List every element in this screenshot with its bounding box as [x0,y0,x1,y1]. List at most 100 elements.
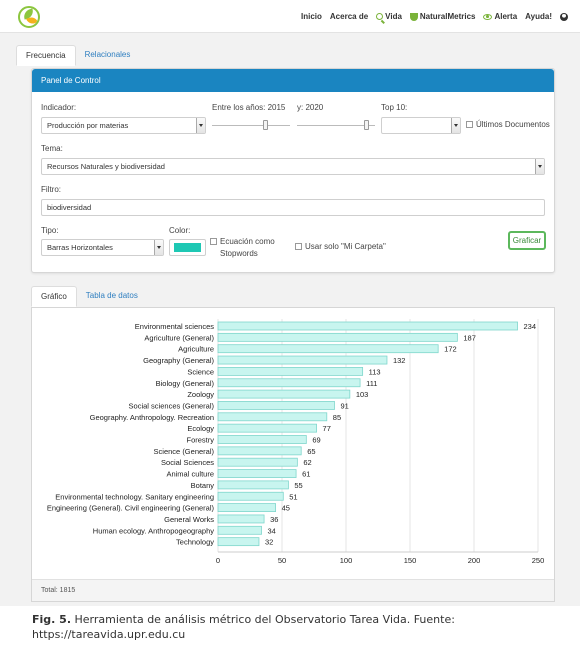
filtro-label: Filtro: [41,185,61,194]
value-label-15: 51 [289,492,297,501]
top10-label: Top 10: [381,103,408,112]
total-count: Total: 1815 [32,579,554,601]
year-end-handle[interactable] [364,120,369,130]
category-label-0: Environmental sciences [135,322,214,331]
tema-select[interactable]: Recursos Naturales y biodiversidad [41,158,545,175]
bar-14 [217,480,289,490]
ecuacion-label: Ecuación como [220,237,275,246]
x-tick-label-1: 50 [278,556,286,565]
category-label-18: Human ecology. Anthropogeography [93,526,214,535]
nav-inicio[interactable]: Inicio [301,12,322,21]
value-label-1: 187 [463,333,476,342]
bar-2 [217,344,439,354]
category-label-10: Forestry [186,436,214,445]
app-window: Inicio Acerca de Vida NaturalMetrics Ale… [0,0,580,606]
bar-9 [217,423,317,433]
tab-relacionales[interactable]: Relacionales [84,50,131,59]
year-end-slider[interactable] [297,120,375,130]
ultimos-documentos-checkbox[interactable] [466,121,473,128]
tab-grafico[interactable]: Gráfico [31,286,77,307]
category-label-7: Social sciences (General) [129,401,215,410]
bar-13 [217,469,297,478]
color-swatch [174,243,201,252]
control-panel-title: Panel de Control [32,69,554,92]
bar-16 [217,503,276,513]
stopwords-label: Stopwords [220,249,258,258]
category-label-8: Geography. Anthropology. Recreation [90,413,214,422]
chart-panel: Environmental sciences 234 Agriculture (Ge… [31,307,555,602]
bar-chart: Environmental sciences 234 Agriculture (Ge… [47,319,545,565]
ultimos-documentos-label: Últimos Documentos [476,120,550,129]
category-label-15: Environmental technology. Sanitary engin… [55,492,214,501]
tab-frecuencia[interactable]: Frecuencia [16,45,76,66]
category-label-9: Ecology [187,424,214,433]
category-label-16: Engineering (General). Civil engineering… [47,504,215,513]
indicador-select[interactable]: Producción por materias [41,117,206,134]
search-icon [376,13,384,20]
bar-15 [217,491,284,501]
figure-caption-text: Herramienta de análisis métrico del Obse… [32,613,455,641]
user-icon [560,12,568,21]
value-label-17: 36 [270,515,278,524]
bar-4 [217,367,364,376]
y-label: y: 2020 [297,103,324,112]
value-label-11: 65 [307,447,315,456]
nav-naturalmetrics[interactable]: NaturalMetrics [409,12,475,21]
category-label-4: Science [187,367,214,376]
value-label-9: 77 [323,424,331,433]
color-label: Color: [169,226,191,235]
eye-icon [483,13,493,20]
value-label-7: 91 [340,401,348,410]
value-label-6: 103 [356,390,369,399]
graficar-button[interactable]: Graficar [508,231,546,250]
nav-links: Inicio Acerca de Vida NaturalMetrics Ale… [301,12,568,21]
tab-tabla-de-datos[interactable]: Tabla de datos [85,291,138,300]
value-label-8: 85 [333,413,341,422]
bar-18 [217,525,262,535]
bar-1 [217,332,458,342]
ecuacion-stopwords-checkbox[interactable] [210,238,217,245]
value-label-0: 234 [524,322,537,331]
tipo-select[interactable]: Barras Horizontales [41,239,164,256]
anios-label: Entre los años: 2015 [212,103,286,112]
category-label-19: Technology [176,538,214,547]
bar-5 [217,378,361,388]
chevron-down-icon [154,240,163,255]
category-label-11: Science (General) [154,447,215,456]
x-tick-label-5: 250 [532,556,545,565]
value-label-10: 69 [312,436,320,445]
user-menu[interactable] [560,12,568,21]
category-label-17: General Works [164,515,214,524]
bar-11 [217,446,302,456]
category-label-6: Zoology [187,390,214,399]
bar-10 [217,435,307,444]
x-tick-label-3: 150 [404,556,417,565]
mi-carpeta-checkbox[interactable] [295,243,302,250]
year-start-handle[interactable] [263,120,268,130]
filtro-input[interactable]: biodiversidad [41,199,545,216]
bar-6 [217,389,351,399]
value-label-18: 34 [268,526,276,535]
nav-vida[interactable]: Vida [376,12,402,21]
category-label-5: Biology (General) [156,379,215,388]
top10-select[interactable] [381,117,461,134]
value-label-19: 32 [265,538,273,547]
category-label-1: Agriculture (General) [144,333,214,342]
indicador-label: Indicador: [41,103,77,112]
x-tick-label-2: 100 [340,556,353,565]
bar-17 [217,514,265,524]
bar-8 [217,412,328,422]
color-picker[interactable] [169,239,206,256]
category-label-13: Animal culture [166,470,214,479]
trophy-icon [409,12,418,21]
result-tabs: Gráfico Tabla de datos [31,286,147,307]
mi-carpeta-label: Usar solo "Mi Carpeta" [305,242,386,251]
nav-alerta[interactable]: Alerta [483,12,517,21]
nav-ayuda[interactable]: Ayuda! [525,12,552,21]
figure-caption: Fig. 5. Herramienta de análisis métrico … [32,612,572,642]
app-logo[interactable] [18,6,40,28]
value-label-3: 132 [393,356,406,365]
year-start-slider[interactable] [212,120,290,130]
chevron-down-icon [196,118,205,133]
nav-acerca-de[interactable]: Acerca de [329,12,369,21]
